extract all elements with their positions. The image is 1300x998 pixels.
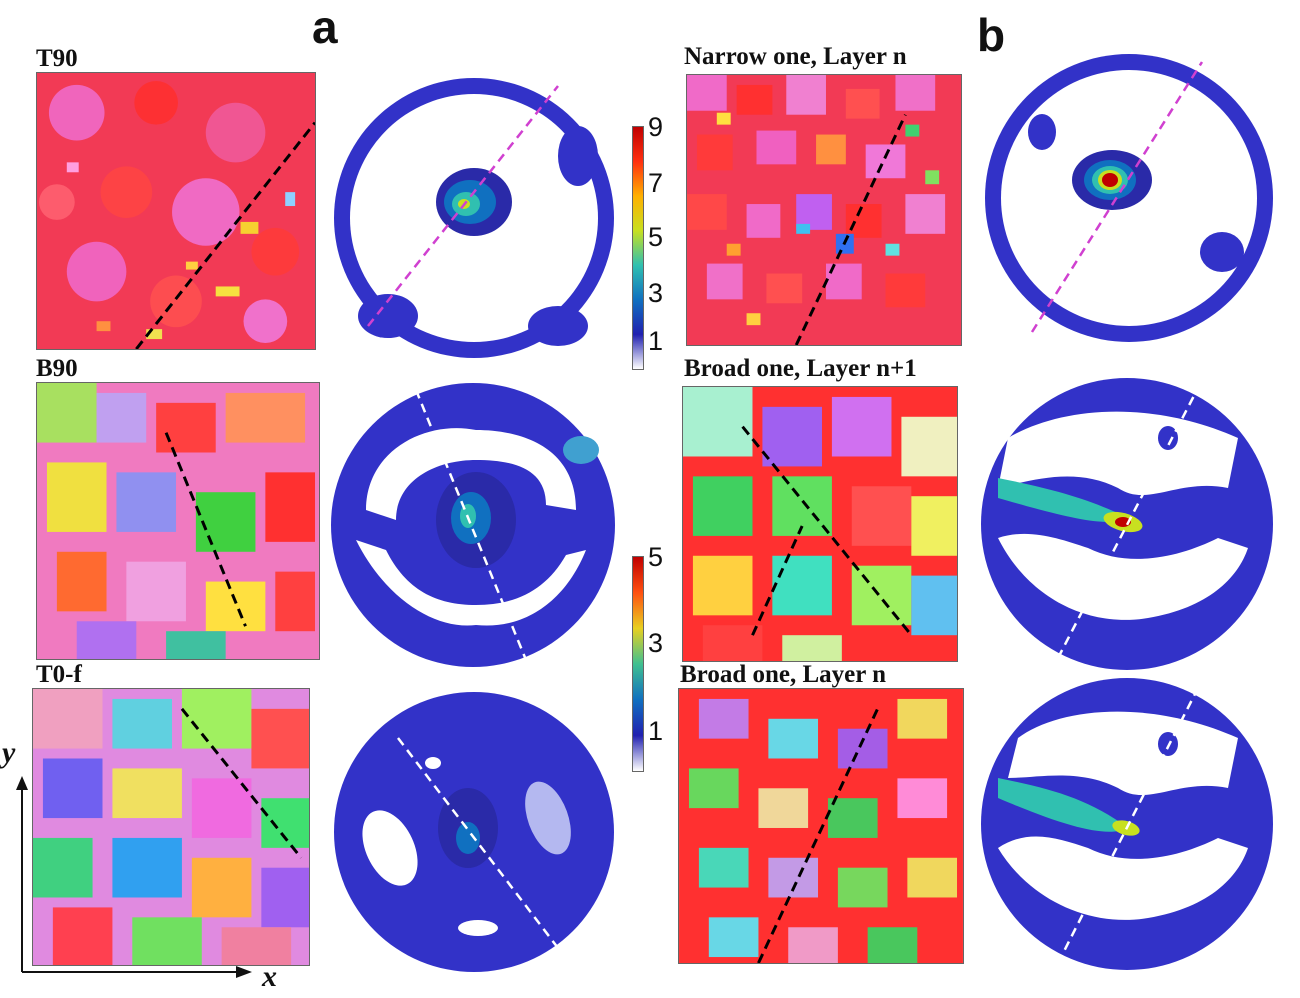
- ebsd-map-t0f: [32, 688, 310, 966]
- pole-figure-narrow-layer-n: [985, 54, 1273, 342]
- label-broad-layer-n: Broad one, Layer n: [680, 661, 887, 688]
- ebsd-map-b90: [36, 382, 320, 660]
- colorbar-upper-tick-3: 3: [648, 278, 664, 308]
- colorbar-lower-tick-3: 3: [648, 628, 664, 658]
- colorbar-upper-ticks: 9 7 5 3 1: [648, 112, 678, 356]
- label-narrow-layer-n: Narrow one, Layer n: [684, 43, 907, 70]
- pole-figure-broad-layer-n: [981, 678, 1273, 970]
- x-axis-label: x: [262, 960, 277, 993]
- ebsd-map-broad-layer-n: [678, 688, 964, 964]
- colorbar-upper-tick-7: 7: [648, 168, 664, 198]
- colorbar-upper-tick-1: 1: [648, 326, 664, 356]
- colorbar-lower: [632, 556, 644, 772]
- label-t90: T90: [36, 45, 78, 72]
- pole-figure-broad-layer-n1: [981, 378, 1273, 670]
- colorbar-upper-gradient: [632, 126, 644, 370]
- ebsd-map-t90: [36, 72, 316, 350]
- colorbar-lower-ticks: 5 3 1: [648, 544, 678, 754]
- panel-label-a: a: [312, 1, 338, 53]
- colorbar-lower-tick-1: 1: [648, 716, 664, 746]
- pole-figure-t0f: [334, 692, 614, 972]
- colorbar-lower-gradient: [632, 556, 644, 772]
- pole-figure-t90: [334, 78, 614, 358]
- colorbar-upper: [632, 126, 644, 370]
- xy-axes: [16, 776, 252, 978]
- pole-figure-b90: [331, 383, 615, 667]
- colorbar-upper-tick-5: 5: [648, 222, 664, 252]
- ebsd-map-broad-layer-n1: [682, 386, 958, 662]
- label-b90: B90: [36, 355, 78, 382]
- label-broad-layer-n1: Broad one, Layer n+1: [684, 355, 917, 382]
- y-axis-label: y: [2, 736, 16, 769]
- ebsd-map-narrow-layer-n: [686, 74, 962, 346]
- colorbar-upper-tick-9: 9: [648, 112, 664, 142]
- label-t0f: T0-f: [36, 661, 82, 688]
- panel-label-b: b: [977, 9, 1006, 61]
- colorbar-lower-tick-5: 5: [648, 542, 664, 572]
